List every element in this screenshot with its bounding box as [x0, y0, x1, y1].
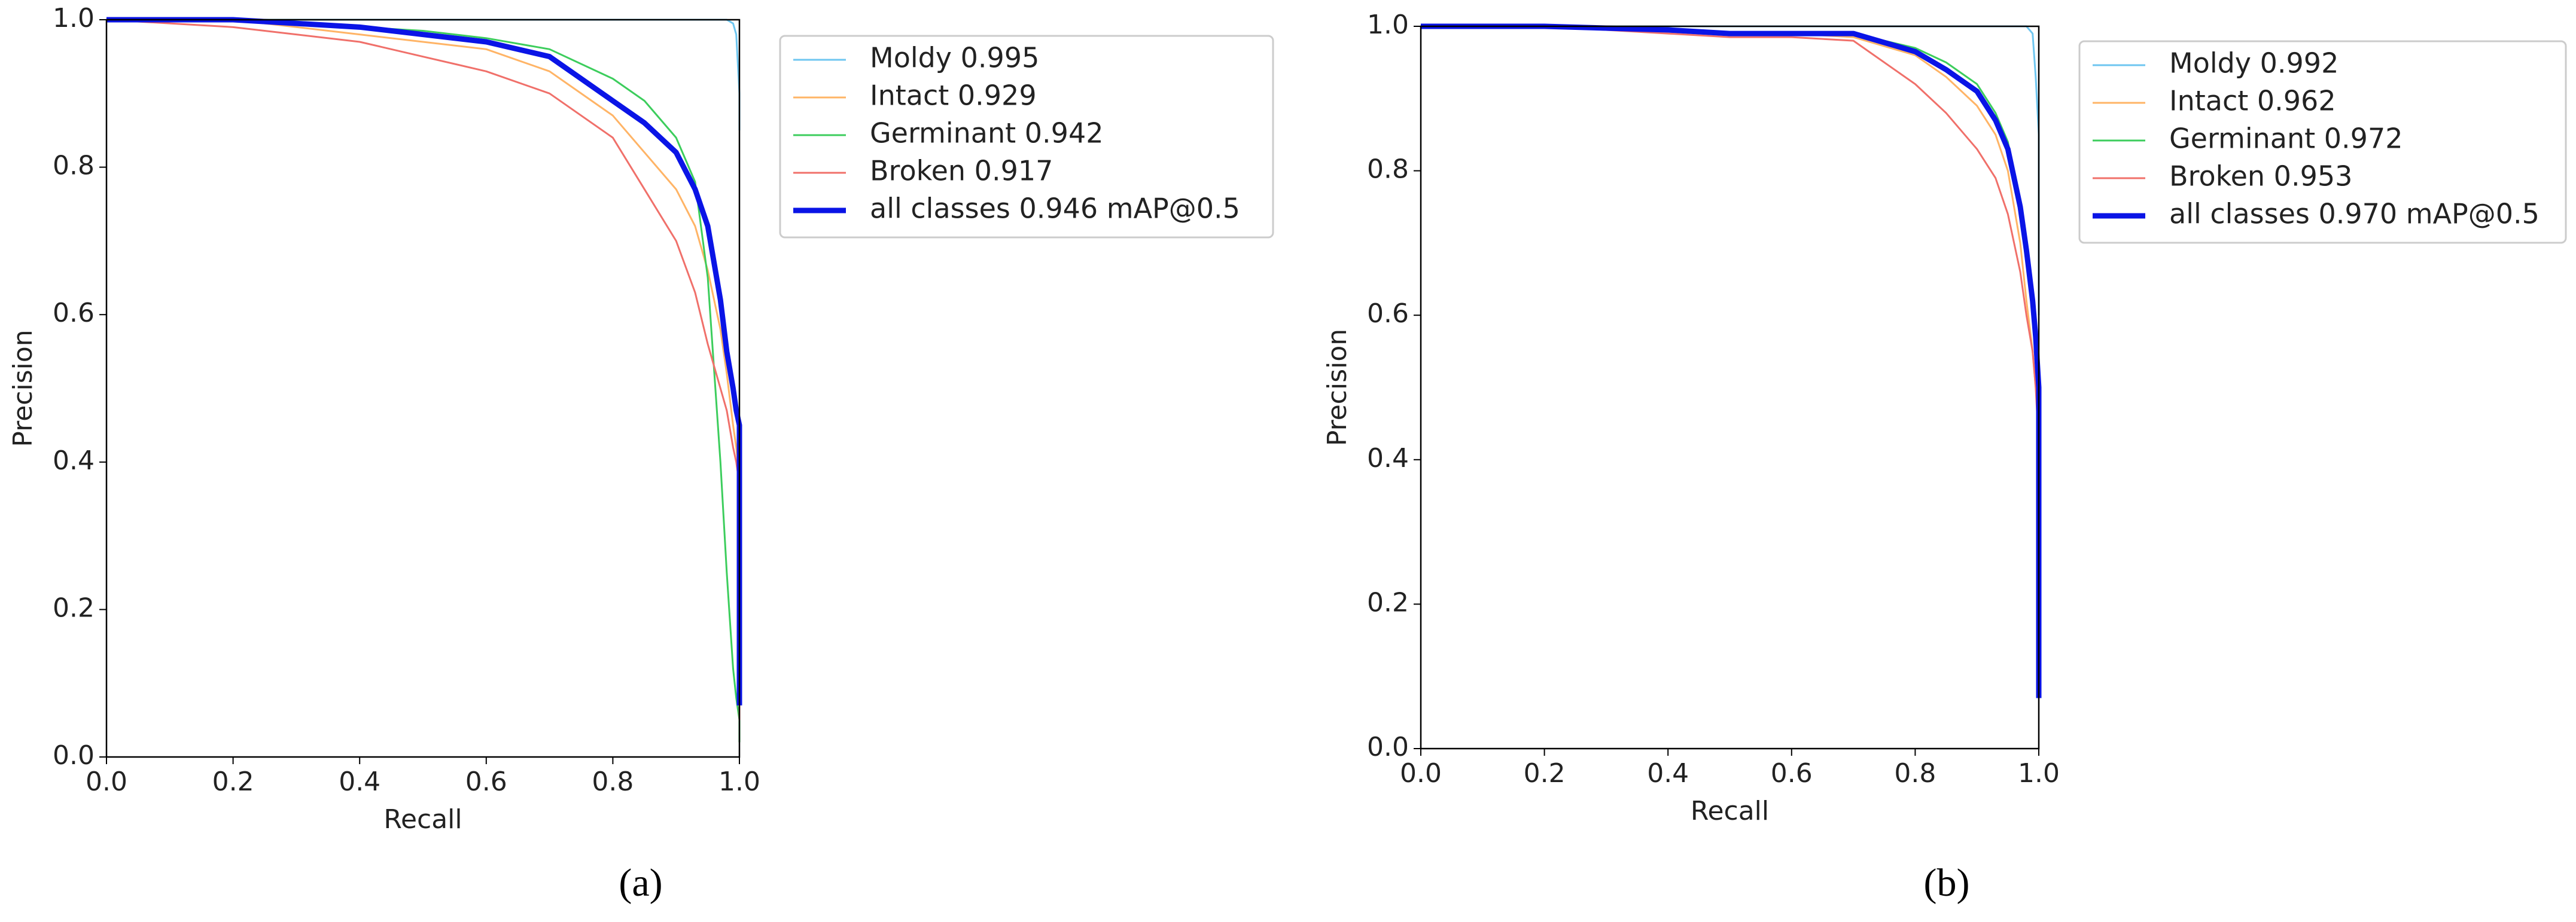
legend-box: [2078, 40, 2567, 244]
panel-label: (a): [619, 861, 662, 905]
pr-curve: [106, 19, 741, 743]
y-tick-label: 0.0: [53, 740, 95, 771]
y-tick-label: 0.4: [53, 445, 95, 476]
legend-label: Germinant 0.942: [870, 117, 1103, 149]
y-axis-title: Precision: [8, 329, 38, 447]
legend-label: Germinant 0.972: [2169, 123, 2403, 155]
plot: 0.0 0.2 0.4 0.6 0.8 1.0 0.0 0.2 0.4 0.6 0.8 1.0 Reca…: [8, 3, 760, 835]
legend-label: Intact 0.929: [870, 80, 1037, 112]
y-tick-label: 1.0: [1367, 10, 1409, 40]
legend-label: Intact 0.962: [2169, 85, 2336, 117]
pr-curve: [106, 17, 742, 706]
x-tick-label: 1.0: [2018, 758, 2060, 789]
x-tick-label: 0.6: [1771, 758, 1813, 789]
x-tick-label: 0.0: [86, 767, 127, 797]
x-tick-label: 0.8: [592, 767, 634, 797]
y-tick-label: 0.2: [53, 593, 95, 623]
panel-label: (b): [1924, 861, 1970, 905]
y-tick-label: 0.4: [1367, 443, 1409, 474]
pr-curve: [1421, 25, 2040, 677]
x-tick-label: 0.0: [1400, 758, 1442, 789]
plot: 0.0 0.2 0.4 0.6 0.8 1.0 0.0 0.2 0.4 0.6 0.8 1.0 Reca…: [1322, 10, 2060, 826]
x-axis-title: Recall: [1691, 796, 1769, 826]
y-axis-title: Precision: [1322, 329, 1353, 446]
x-tick-label: 1.0: [718, 767, 760, 797]
x-tick-label: 0.2: [1524, 758, 1566, 789]
legend-label: Moldy 0.992: [2169, 47, 2339, 80]
legend: Moldy 0.995 Intact 0.929 Germinant 0.942 Br…: [779, 35, 1274, 239]
y-tick-label: 0.0: [1367, 732, 1409, 762]
x-tick-label: 0.4: [339, 767, 380, 797]
x-axis-title: Recall: [383, 804, 462, 835]
y-tick-label: 0.8: [1367, 154, 1409, 185]
legend-box: [779, 35, 1274, 239]
y-tick-label: 0.2: [1367, 587, 1409, 618]
x-tick-label: 0.4: [1647, 758, 1689, 789]
y-tick-label: 0.6: [53, 298, 95, 328]
x-tick-label: 0.2: [212, 767, 254, 797]
pr-curve: [1421, 25, 2040, 698]
x-tick-label: 0.6: [465, 767, 507, 797]
x-tick-label: 0.8: [1894, 758, 1936, 789]
y-tick-label: 0.6: [1367, 298, 1409, 329]
legend-label: Moldy 0.995: [870, 42, 1039, 74]
pr-curve: [106, 19, 741, 720]
legend-label: all classes 0.946 mAP@0.5: [870, 193, 1240, 225]
legend-label: Broken 0.953: [2169, 160, 2352, 193]
axes-frame: [105, 19, 741, 758]
pr-curve: [106, 19, 741, 720]
axes-frame: [1420, 25, 2040, 750]
y-tick-label: 1.0: [53, 3, 95, 33]
pr-curve: [1421, 23, 2042, 698]
legend: Moldy 0.992 Intact 0.962 Germinant 0.972 Br…: [2078, 40, 2567, 244]
y-tick-label: 0.8: [53, 151, 95, 181]
legend-label: all classes 0.970 mAP@0.5: [2169, 198, 2540, 230]
legend-label: Broken 0.917: [870, 155, 1053, 187]
pr-curve: [1421, 25, 2040, 698]
